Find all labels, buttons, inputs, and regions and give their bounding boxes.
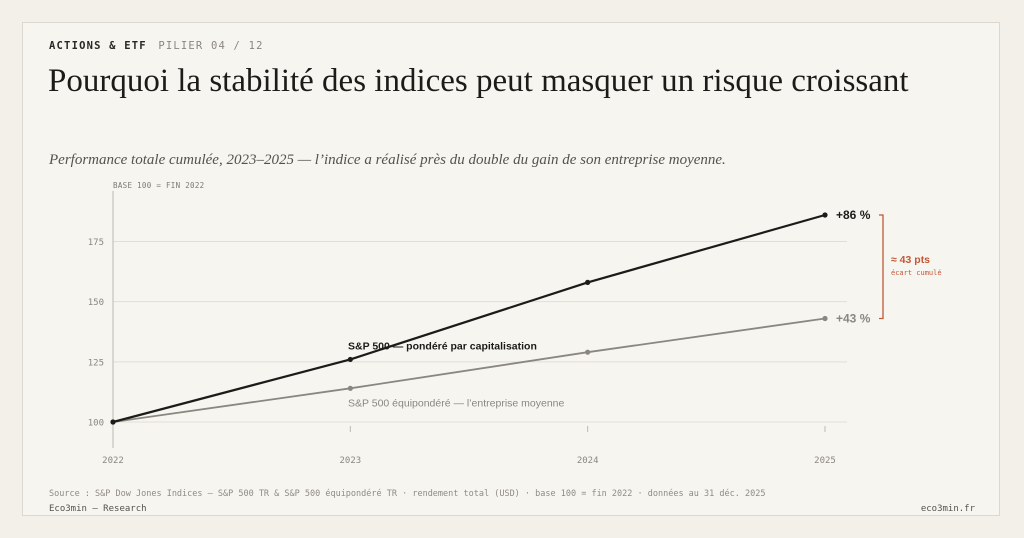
axes: BASE 100 = FIN 2022 100 125 150 175 2022 2023 2… [88, 181, 836, 466]
y-tick-label: 125 [88, 358, 104, 368]
y-tick-label: 100 [88, 419, 104, 429]
end-value-label: +86 % [836, 208, 871, 222]
data-point [347, 356, 353, 363]
brand-label: Eco3min — Research [49, 504, 147, 514]
grid-lines [113, 240, 847, 423]
y-tick-label: 175 [88, 238, 104, 248]
source-note: Source : S&P Dow Jones Indices — S&P 500… [49, 489, 766, 499]
series-lines [110, 212, 828, 425]
series-line [112, 213, 826, 424]
article-card: ACTIONS & ETF PILIER 04 / 12 Pourquoi la… [22, 22, 1000, 516]
series-label-cap-weighted: S&P 500 — pondéré par capitalisation [348, 340, 537, 352]
gap-sublabel: écart cumulé [891, 269, 942, 277]
data-point [585, 349, 591, 355]
end-value-label: +43 % [836, 312, 871, 326]
data-point [110, 419, 116, 425]
kicker: ACTIONS & ETF PILIER 04 / 12 [49, 40, 264, 52]
site-link[interactable]: eco3min.fr [920, 504, 975, 514]
x-tick-label: 2025 [814, 456, 836, 466]
pillar-label: PILIER 04 / 12 [158, 40, 264, 52]
data-point [822, 212, 828, 218]
category-label: ACTIONS & ETF [49, 40, 147, 52]
line-chart: BASE 100 = FIN 2022 100 125 150 175 2022 2023 2… [88, 181, 942, 466]
y-tick-label: 150 [88, 298, 104, 308]
page-title: Pourquoi la stabilité des indices peut m… [48, 63, 909, 99]
x-tick-label: 2023 [339, 456, 361, 466]
chart-labels: +43 % +86 % S&P 500 — pondéré par capitali… [348, 208, 942, 409]
page-subtitle: Performance totale cumulée, 2023–2025 — … [49, 152, 726, 168]
gap-label: ≈ 43 pts [891, 254, 930, 266]
y-axis-note: BASE 100 = FIN 2022 [113, 181, 205, 190]
x-tick-label: 2024 [577, 456, 599, 466]
series-label-equal-weight: S&P 500 équipondéré — l’entreprise moyen… [348, 397, 565, 409]
x-tick-label: 2022 [102, 456, 124, 466]
gap-bracket [879, 214, 884, 320]
series-line [112, 317, 826, 423]
data-point [347, 385, 353, 391]
data-point [585, 279, 591, 285]
data-point [822, 315, 828, 322]
